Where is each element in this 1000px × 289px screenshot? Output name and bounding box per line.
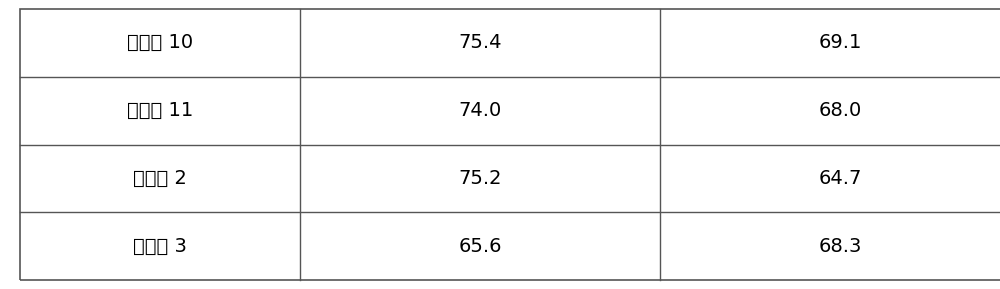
Text: 65.6: 65.6: [458, 237, 502, 256]
Text: 68.3: 68.3: [818, 237, 862, 256]
Text: 64.7: 64.7: [818, 169, 862, 188]
Text: 对比例 3: 对比例 3: [133, 237, 187, 256]
Text: 实施例 10: 实施例 10: [127, 33, 193, 52]
Text: 75.4: 75.4: [458, 33, 502, 52]
Text: 69.1: 69.1: [818, 33, 862, 52]
Text: 75.2: 75.2: [458, 169, 502, 188]
Text: 对比例 2: 对比例 2: [133, 169, 187, 188]
Text: 68.0: 68.0: [818, 101, 862, 120]
Text: 74.0: 74.0: [458, 101, 502, 120]
Text: 实施例 11: 实施例 11: [127, 101, 193, 120]
